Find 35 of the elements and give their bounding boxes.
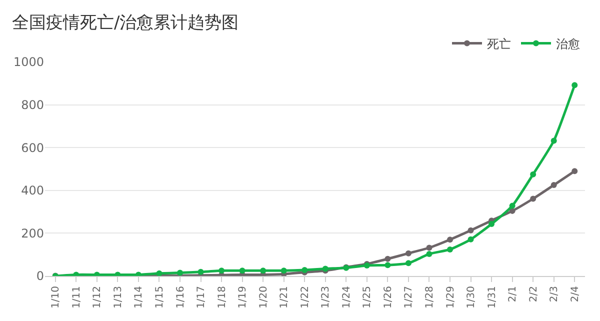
x-tick-label: 1/12 <box>92 286 104 308</box>
x-tick-label: 1/30 <box>466 286 478 308</box>
x-tick-label: 1/10 <box>50 286 62 308</box>
x-tick-label: 1/14 <box>134 286 145 308</box>
x-tick-label: 1/16 <box>175 286 186 308</box>
x-tick-label: 1/25 <box>362 286 374 308</box>
x-tick-label: 1/24 <box>341 286 352 308</box>
x-tick-label: 1/22 <box>300 286 311 308</box>
x-tick-label: 1/21 <box>279 286 290 308</box>
x-tick-label: 1/27 <box>404 286 415 308</box>
legend-label: 治愈 <box>556 36 580 51</box>
x-tick-label: 1/15 <box>154 286 166 308</box>
chart-title: 全国疫情死亡/治愈累计趋势图 <box>12 12 239 33</box>
x-tick-label: 1/17 <box>196 286 208 308</box>
x-tick-label: 1/23 <box>320 286 332 308</box>
x-tick-label: 1/28 <box>424 286 436 308</box>
x-tick-label: 2/3 <box>549 286 560 302</box>
x-tick-label: 1/13 <box>112 286 124 308</box>
y-tick-label: 200 <box>21 226 44 240</box>
x-tick-label: 1/31 <box>486 286 498 308</box>
y-tick-label: 400 <box>21 184 44 198</box>
y-tick-label: 800 <box>21 98 44 112</box>
x-tick-label: 1/26 <box>382 286 394 308</box>
x-tick-label: 1/18 <box>216 286 228 308</box>
legend-label: 死亡 <box>487 36 511 51</box>
x-tick-label: 2/2 <box>528 286 540 302</box>
x-tick-label: 1/20 <box>258 286 270 308</box>
x-tick-label: 1/29 <box>445 286 456 308</box>
x-tick-label: 1/11 <box>71 286 82 308</box>
x-tick-label: 1/19 <box>238 286 249 308</box>
y-tick-label: 600 <box>21 140 44 155</box>
x-tick-label: 2/1 <box>508 286 519 302</box>
y-tick-label: 0 <box>36 269 44 284</box>
x-tick-label: 2/4 <box>570 286 581 302</box>
y-tick-label: 1000 <box>13 55 44 70</box>
